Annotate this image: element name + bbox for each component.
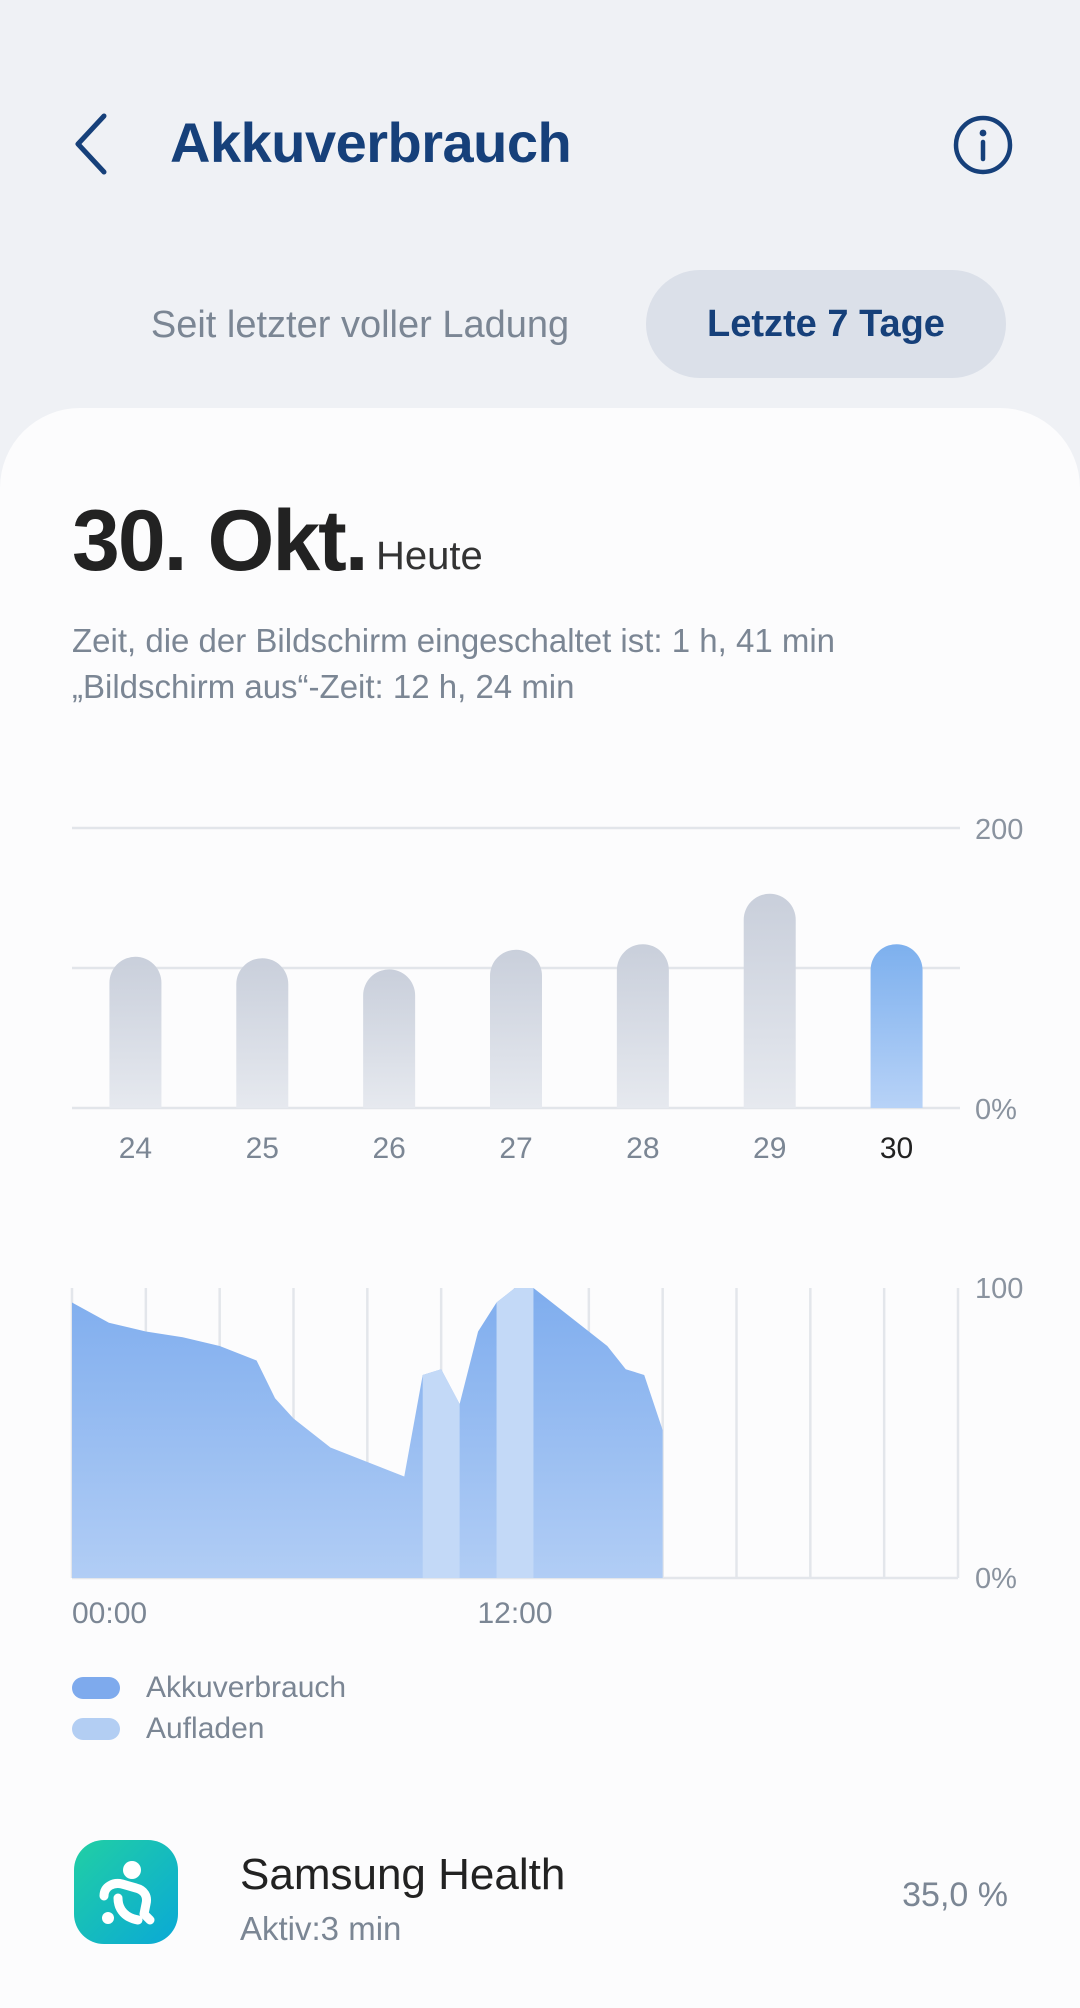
back-button[interactable] xyxy=(66,108,122,180)
bar-chart-x-tick-label: 24 xyxy=(119,1132,152,1165)
app-active-time: Aktiv:3 min xyxy=(240,1910,402,1947)
bar-chart-x-tick-label: 28 xyxy=(626,1132,659,1165)
area-chart-x-tick-label: 00:00 xyxy=(72,1597,147,1630)
weekly-usage-chart: 200 0% 24 25 26 27 28 29 30 xyxy=(72,814,1023,1165)
bar-day-30[interactable] xyxy=(870,944,923,1108)
area-chart-x-tick-label: 12:00 xyxy=(477,1597,552,1630)
legend-usage-swatch xyxy=(72,1677,120,1699)
area-chart-y-tick-label: 100 xyxy=(975,1273,1023,1305)
bar-chart-x-tick-label: 30 xyxy=(880,1132,913,1165)
screen-off-time: „Bildschirm aus“-Zeit: 12 h, 24 min xyxy=(72,668,575,705)
info-button[interactable] xyxy=(952,114,1014,176)
bar-chart-y-tick-label: 0% xyxy=(975,1094,1017,1126)
info-icon xyxy=(953,115,1013,175)
page-title: Akkuverbrauch xyxy=(170,111,572,174)
chevron-left-icon xyxy=(75,113,107,175)
area-chart-y-tick-label: 0% xyxy=(975,1563,1017,1595)
samsung-health-icon xyxy=(74,1840,178,1944)
bar-chart-x-tick-label: 29 xyxy=(753,1132,786,1165)
legend-charging-label: Aufladen xyxy=(146,1712,265,1745)
tab-last-7-days[interactable]: Letzte 7 Tage xyxy=(646,270,1006,378)
legend-usage: Akkuverbrauch xyxy=(72,1668,346,1708)
legend-usage-label: Akkuverbrauch xyxy=(146,1671,347,1704)
app-usage-percent: 35,0 % xyxy=(902,1876,1008,1914)
bar-day-28[interactable] xyxy=(616,944,669,1108)
tab-since-last-charge[interactable]: Seit letzter voller Ladung xyxy=(150,303,570,346)
app-name: Samsung Health xyxy=(240,1850,566,1899)
bar-day-25[interactable] xyxy=(236,958,289,1108)
bar-chart-x-tick-label: 25 xyxy=(246,1132,279,1165)
bar-day-24[interactable] xyxy=(109,956,162,1108)
battery-level-chart: 100 0% 00:00 12:00 xyxy=(70,1273,1023,1630)
bar-chart-x-tick-label: 27 xyxy=(499,1132,532,1165)
selected-date: 30. Okt. xyxy=(72,493,369,589)
bar-day-26[interactable] xyxy=(363,969,416,1108)
screen-on-time: Zeit, die der Bildschirm eingeschaltet i… xyxy=(72,622,836,659)
app-row-samsung-health[interactable]: Samsung Health Aktiv:3 min 35,0 % xyxy=(0,1820,1080,1970)
charging-segment xyxy=(496,1288,534,1578)
bar-day-27[interactable] xyxy=(490,949,542,1108)
bar-chart-y-tick-label: 200 xyxy=(975,814,1023,846)
header: Akkuverbrauch xyxy=(0,0,1080,290)
legend-charging-swatch xyxy=(72,1718,120,1740)
legend-charging: Aufladen xyxy=(72,1709,264,1749)
date-suffix: Heute xyxy=(376,534,483,578)
bar-day-29[interactable] xyxy=(743,893,796,1108)
content-card xyxy=(0,408,1080,2008)
bar-chart-x-tick-label: 26 xyxy=(372,1132,405,1165)
